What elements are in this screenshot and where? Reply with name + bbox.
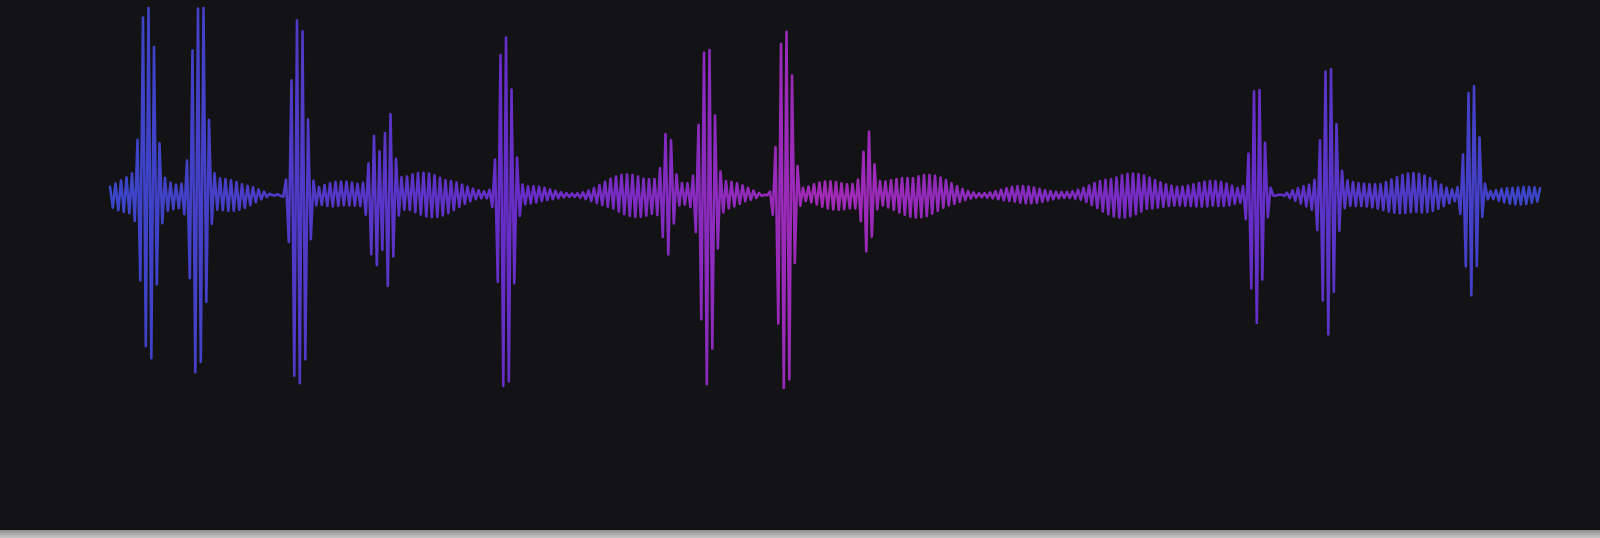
waveform-line [108, 6, 1542, 390]
viewport-bottom-edge [0, 530, 1600, 538]
